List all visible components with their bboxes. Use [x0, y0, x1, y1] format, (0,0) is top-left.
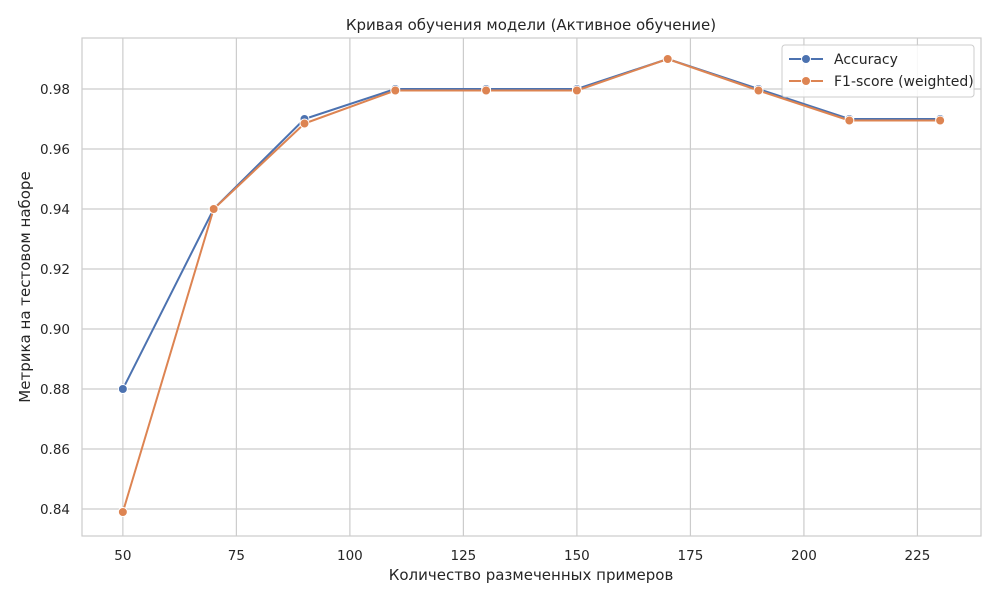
data-point [390, 85, 401, 96]
x-tick-label: 50 [114, 548, 131, 564]
data-point [662, 54, 673, 64]
data-point [753, 85, 764, 96]
x-tick-label: 100 [337, 548, 363, 564]
data-point [208, 204, 219, 214]
y-tick-label: 0.92 [40, 262, 70, 278]
series-accuracy [117, 54, 946, 394]
legend-marker [801, 54, 811, 64]
x-tick-labels: 50 75 100 125 150 175 200 225 [114, 548, 930, 564]
x-tick-label: 125 [451, 548, 477, 564]
y-tick-label: 0.94 [40, 202, 70, 218]
series-line [121, 58, 941, 390]
y-tick-label: 0.88 [40, 382, 70, 398]
x-tick-label: 75 [228, 548, 245, 564]
data-point [481, 85, 492, 96]
x-tick-label: 150 [564, 548, 590, 564]
chart-title: Кривая обучения модели (Активное обучени… [346, 16, 716, 34]
grid-lines [82, 38, 981, 536]
y-tick-label: 0.86 [40, 442, 70, 458]
legend-label: F1-score (weighted) [834, 74, 974, 90]
y-tick-label: 0.96 [40, 142, 70, 158]
x-tick-label: 175 [678, 548, 704, 564]
series-lines [117, 54, 946, 517]
y-tick-label: 0.90 [40, 322, 70, 338]
data-point [935, 115, 946, 126]
legend-marker [801, 76, 811, 86]
legend-label: Accuracy [834, 52, 898, 68]
plot-frame [81, 37, 982, 537]
x-tick-label: 225 [905, 548, 931, 564]
data-point [117, 507, 128, 517]
data-point [117, 384, 128, 394]
series-f1-score [117, 54, 946, 517]
legend: Accuracy F1-score (weighted) [781, 44, 975, 98]
y-tick-label: 0.98 [40, 82, 70, 98]
y-tick-labels: 0.84 0.86 0.88 0.90 0.92 0.94 0.96 0.98 [40, 82, 70, 518]
x-tick-label: 200 [791, 548, 817, 564]
legend-box [781, 44, 975, 98]
x-axis-label: Количество размеченных примеров [389, 566, 674, 584]
y-axis-label: Метрика на тестовом наборе [16, 171, 34, 402]
data-point [571, 85, 582, 96]
legend-item: Accuracy [789, 52, 898, 68]
data-point [299, 118, 310, 129]
series-line [121, 58, 941, 513]
data-point [844, 115, 855, 126]
y-tick-label: 0.84 [40, 502, 70, 518]
legend-item: F1-score (weighted) [789, 74, 974, 90]
